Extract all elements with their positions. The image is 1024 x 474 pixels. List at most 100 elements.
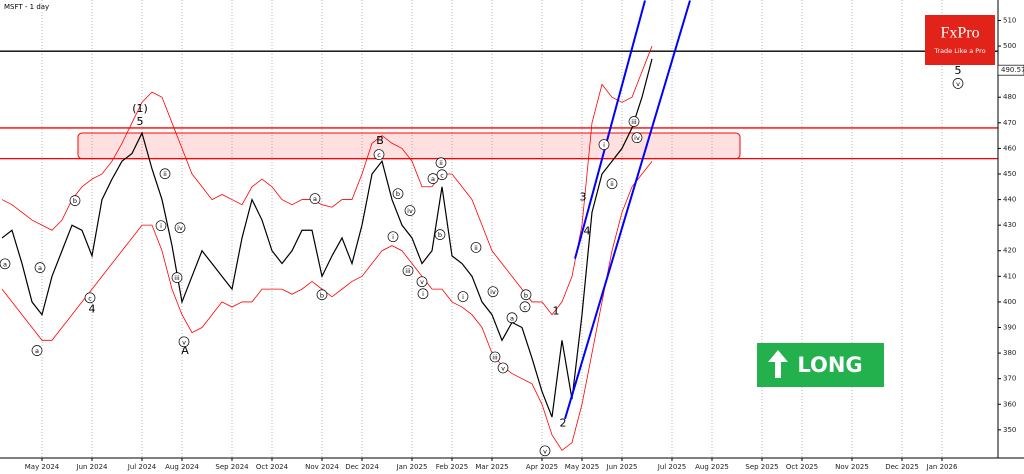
- wave-label: 2: [560, 416, 567, 429]
- wave-circle: [497, 362, 509, 374]
- wave-label: B: [376, 134, 384, 147]
- wave-circle: [416, 276, 428, 288]
- wave-label: a: [313, 195, 317, 203]
- wave-label: (1): [132, 102, 148, 115]
- wave-circle: [519, 301, 531, 313]
- wave-circle: [69, 195, 81, 206]
- up-arrow-icon: [768, 350, 788, 378]
- x-tick-label: Oct 2025: [786, 463, 818, 471]
- wave-label: b: [396, 190, 400, 198]
- band-line: [1, 45, 653, 316]
- wave-circle: [606, 178, 618, 190]
- wave-circle: [539, 445, 551, 457]
- last-price-box: [997, 64, 1024, 76]
- x-tick-label: Jun 2024: [76, 463, 109, 471]
- wave-label: 5: [137, 115, 144, 128]
- x-tick-label: Sep 2024: [215, 463, 249, 471]
- x-tick-label: Feb 2025: [436, 463, 468, 471]
- logo: FxPro Trade Like a Pro: [925, 15, 995, 65]
- wave-circle: [631, 132, 643, 144]
- y-tick-label: 350: [1003, 426, 1016, 434]
- wave-circle: [457, 291, 469, 302]
- wave-label: 4: [89, 302, 96, 315]
- wave-circle: [174, 222, 186, 234]
- y-tick-label: 390: [1003, 324, 1016, 332]
- y-tick-label: 410: [1003, 272, 1016, 280]
- wave-circle: [159, 168, 171, 180]
- wave-label: iv: [490, 288, 496, 296]
- x-tick-label: Jul 2024: [127, 463, 157, 471]
- wave-label: i: [462, 293, 464, 301]
- y-tick-label: 500: [1003, 42, 1016, 50]
- wave-label: b: [320, 291, 324, 299]
- x-tick-label: Jan 2026: [926, 463, 958, 471]
- wave-circle: [489, 351, 501, 363]
- price-line: [1, 58, 653, 418]
- wave-label: i: [160, 222, 162, 230]
- wave-label: v: [501, 364, 505, 372]
- wave-label: iv: [407, 207, 413, 215]
- wave-label: b: [524, 291, 528, 299]
- wave-circle: [402, 265, 414, 277]
- logo-box: [925, 15, 995, 65]
- logo-tagline: Trade Like a Pro: [933, 47, 985, 55]
- wave-circle: [373, 149, 385, 160]
- wave-circle: [309, 193, 321, 204]
- wave-circle: [628, 116, 640, 127]
- signal-text: LONG: [797, 353, 862, 377]
- y-tick-label: 360: [1003, 400, 1016, 408]
- wave-circle: [171, 272, 183, 283]
- wave-label: i: [422, 290, 424, 298]
- y-tick-label: 480: [1003, 93, 1016, 101]
- x-tick-label: Oct 2024: [256, 463, 289, 471]
- wave-label: v: [182, 338, 186, 346]
- y-tick-label: 430: [1003, 221, 1016, 229]
- wave-circle: [487, 286, 499, 298]
- channel-line: [574, 0, 646, 259]
- y-tick-label: 370: [1003, 375, 1016, 383]
- wave-label: a: [3, 260, 7, 268]
- y-tick-label: 380: [1003, 349, 1016, 357]
- wave-label: ii: [439, 159, 443, 167]
- wave-circle: [435, 157, 447, 169]
- signal-button: LONG: [757, 343, 884, 387]
- last-price-label: 490.57: [1001, 66, 1024, 74]
- wave-label: i: [603, 141, 605, 149]
- wave-circle: [316, 289, 328, 301]
- wave-circle: [598, 139, 610, 150]
- x-tick-label: Apr 2025: [526, 463, 558, 471]
- wave-label: ii: [610, 180, 614, 188]
- wave-label: ii: [163, 170, 167, 178]
- chart-title: MSFT - 1 day: [4, 3, 49, 11]
- x-tick-label: May 2025: [565, 463, 600, 471]
- x-tick-label: Nov 2024: [305, 463, 339, 471]
- x-tick-label: Dec 2025: [885, 463, 919, 471]
- wave-circle: [417, 288, 429, 300]
- y-tick-label: 450: [1003, 170, 1016, 178]
- wave-label: v: [956, 80, 960, 88]
- wave-circle: [178, 336, 190, 348]
- wave-label: a: [35, 347, 39, 355]
- wave-label: b: [73, 197, 77, 205]
- wave-label: A: [181, 344, 189, 357]
- wave-circle: [506, 312, 518, 324]
- wave-circle: [470, 242, 482, 253]
- wave-label: iii: [631, 118, 637, 126]
- wave-label: a: [431, 175, 435, 183]
- wave-label: a: [510, 314, 514, 322]
- x-tick-label: Aug 2025: [695, 463, 729, 471]
- wave-circle: [34, 262, 46, 273]
- wave-label: v: [543, 447, 547, 455]
- wave-circle: [436, 169, 448, 181]
- wave-circle: [520, 289, 532, 301]
- wave-label: iii: [405, 267, 411, 275]
- x-tick-label: Jan 2025: [396, 463, 428, 471]
- wave-label: 1: [553, 304, 560, 317]
- wave-label: i: [392, 233, 394, 241]
- wave-circle: [404, 205, 416, 216]
- wave-label: c: [523, 303, 527, 311]
- wave-circle: [0, 258, 11, 270]
- wave-label: b: [438, 231, 442, 239]
- y-tick-label: 510: [1003, 16, 1016, 24]
